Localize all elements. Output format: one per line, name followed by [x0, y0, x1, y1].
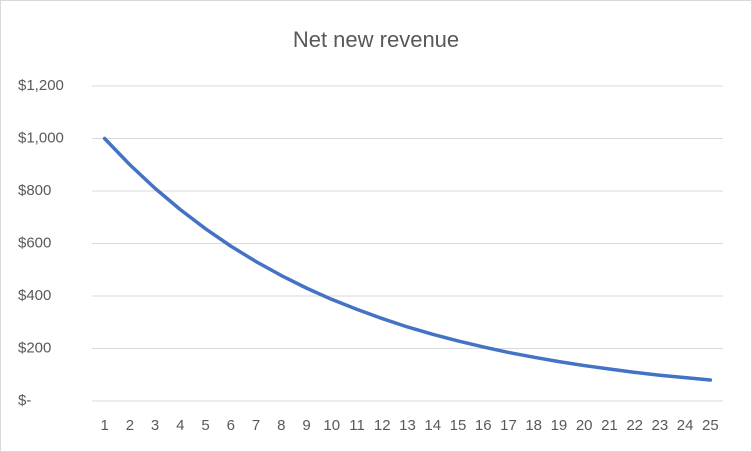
x-tick-label: 22 — [626, 417, 643, 434]
x-tick-label: 9 — [302, 417, 310, 434]
x-tick-label: 25 — [702, 417, 719, 434]
x-tick-label: 23 — [652, 417, 669, 434]
x-tick-label: 24 — [677, 417, 694, 434]
x-tick-label: 6 — [227, 417, 235, 434]
x-tick-label: 17 — [500, 417, 517, 434]
x-tick-label: 7 — [252, 417, 260, 434]
x-tick-label: 15 — [450, 417, 467, 434]
x-tick-label: 3 — [151, 417, 159, 434]
x-tick-label: 13 — [399, 417, 416, 434]
x-tick-label: 11 — [349, 417, 365, 434]
x-tick-label: 19 — [551, 417, 568, 434]
x-tick-label: 21 — [601, 417, 618, 434]
y-tick-label: $400 — [18, 287, 51, 304]
chart-title: Net new revenue — [293, 27, 459, 52]
x-tick-label: 10 — [323, 417, 340, 434]
y-tick-label: $1,000 — [18, 129, 64, 146]
line-series — [102, 136, 713, 382]
x-tick-label: 16 — [475, 417, 492, 434]
x-tick-label: 20 — [576, 417, 593, 434]
x-tick-label: 2 — [126, 417, 134, 434]
y-tick-label: $200 — [18, 339, 51, 356]
x-tick-label: 14 — [424, 417, 441, 434]
y-tick-label: $- — [18, 392, 31, 409]
y-tick-label: $1,200 — [18, 77, 64, 94]
x-tick-label: 8 — [277, 417, 285, 434]
y-tick-label: $600 — [18, 234, 51, 251]
x-tick-label: 4 — [176, 417, 184, 434]
y-tick-label: $800 — [18, 182, 51, 199]
x-tick-label: 18 — [525, 417, 542, 434]
x-tick-label: 12 — [374, 417, 391, 434]
x-tick-label: 5 — [201, 417, 209, 434]
x-tick-label: 1 — [100, 417, 108, 434]
